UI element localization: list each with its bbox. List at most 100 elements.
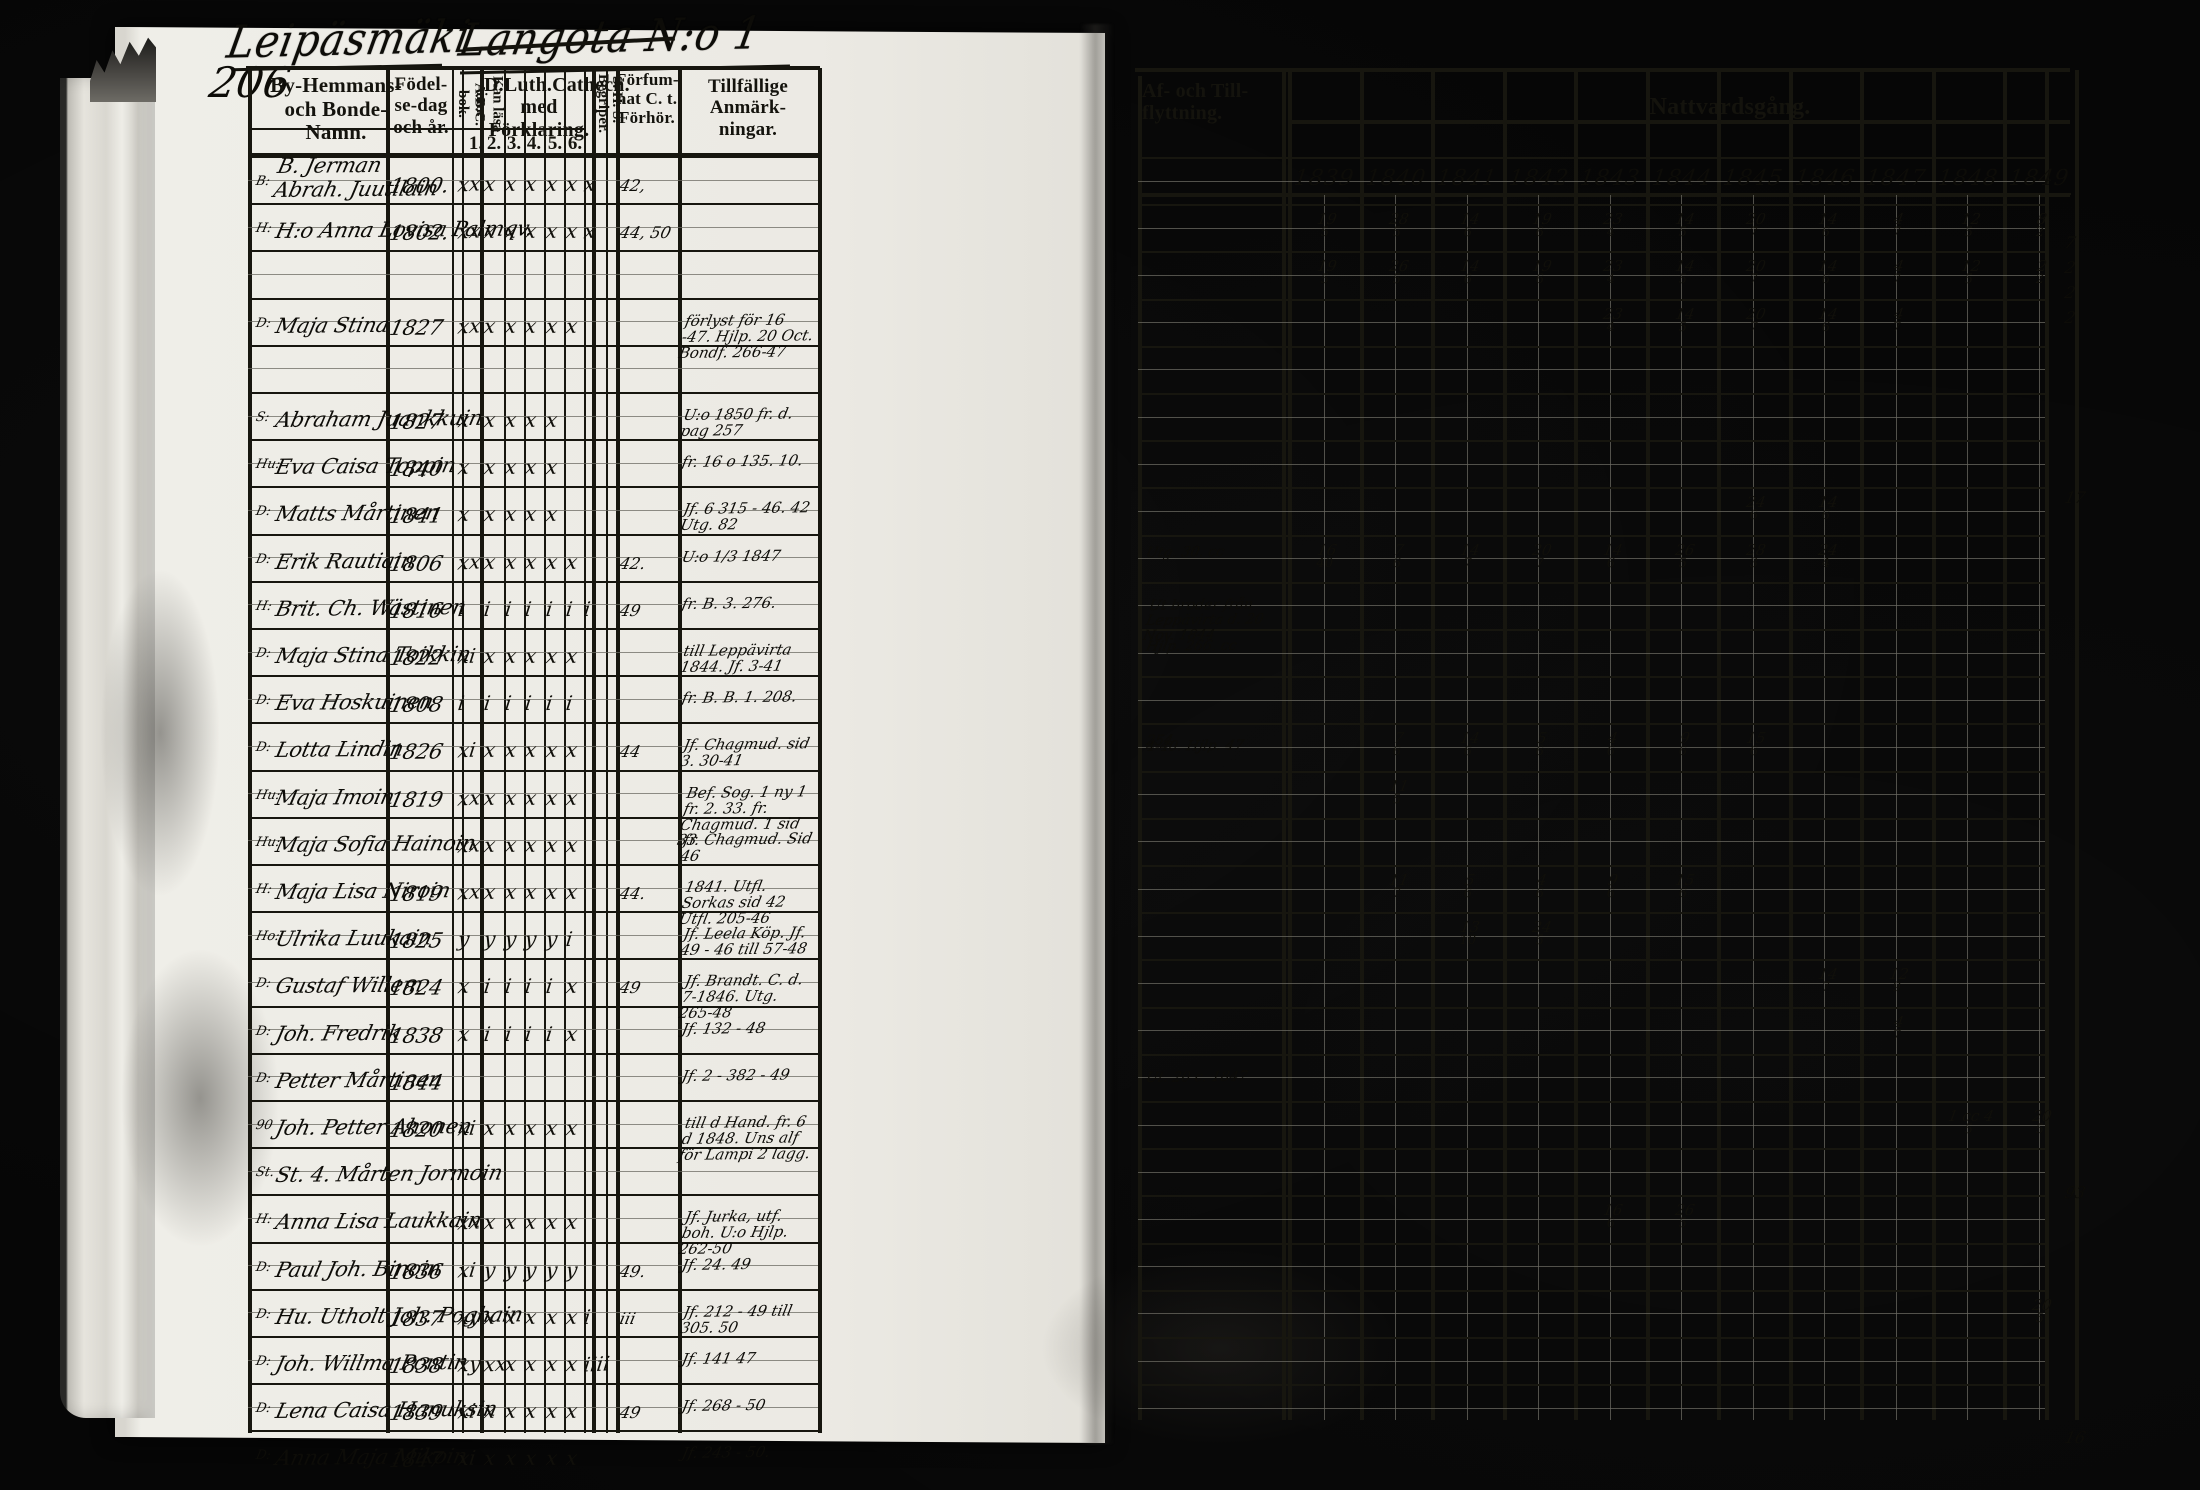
- row-prefix: 90: [254, 1118, 275, 1133]
- left-header-mid-rule: [248, 128, 586, 130]
- year-col-subrule: [1824, 193, 1826, 1420]
- left-row-rule: [248, 486, 818, 489]
- col-header-notes: Tillfällige Anmärk-ningar.: [708, 76, 788, 140]
- left-row-subrule: [248, 651, 818, 653]
- row-abc-mark: xy: [456, 1304, 483, 1330]
- right-row-rule: [1138, 487, 2045, 490]
- row-name: Joh. Fredrik: [273, 1020, 404, 1046]
- row-name-upper: B. Jerman: [275, 152, 384, 178]
- row-note: fr. B. B. 1. 208.: [680, 687, 799, 708]
- row-prefix: D:: [254, 551, 273, 567]
- right-row-rule: [1138, 1337, 2045, 1339]
- communion-date-1840: 26 5: [1387, 257, 1410, 288]
- communion-date-1846: 14 6: [1816, 304, 1839, 335]
- year-label-1839: 1839: [1292, 166, 1356, 191]
- left-row-subrule: [248, 604, 818, 606]
- row-abc-mark: xx: [456, 313, 483, 339]
- row-prefix: D:: [254, 1306, 273, 1322]
- right-row-subrule: [1138, 463, 2045, 465]
- left-row-subrule: [248, 982, 818, 983]
- left-row-rule: [248, 203, 818, 206]
- left-col-rule: [480, 68, 484, 1433]
- left-row-subrule: [248, 1359, 818, 1361]
- right-row-rule: [1138, 1148, 2045, 1151]
- right-row-rule: [1138, 440, 2045, 443]
- year-underline: [1435, 193, 1499, 195]
- communion-date-1845: 20 7: [1744, 257, 1768, 288]
- year-col-subrule: [1752, 193, 1754, 1420]
- row-birth-year: 1838: [387, 1023, 446, 1048]
- left-row-rule: [248, 392, 818, 394]
- left-row-rule: [248, 156, 818, 158]
- left-col-rule: [386, 68, 390, 1433]
- row-catechism-mark-6: iiii: [582, 1351, 612, 1377]
- communion-date-1841: 14 6: [1458, 210, 1482, 240]
- left-row-rule: [248, 1005, 818, 1008]
- row-abc-mark: xi: [456, 643, 478, 669]
- margin-numeral: 93: [2062, 1183, 2088, 1202]
- left-row-rule: [248, 1100, 818, 1102]
- right-row-rule: [1138, 1195, 2045, 1198]
- row-confirmed: 44, 50: [617, 223, 673, 243]
- left-row-rule: [248, 1288, 818, 1291]
- row-birth-year: 1824: [387, 975, 446, 1001]
- migration-entry: Ut broder från Leppävirta d. 20 Nov. 184…: [1141, 596, 1266, 645]
- left-row-subrule: [248, 226, 818, 228]
- row-prefix: D:: [254, 1448, 273, 1464]
- left-col-rule: [544, 68, 546, 1433]
- row-birth-year: 1819: [387, 787, 446, 812]
- year-col-subrule: [1538, 193, 1540, 1420]
- communion-date-1844: 26 5: [1673, 540, 1696, 571]
- year-col-subrule: [1466, 193, 1468, 1420]
- right-row-rule: [1138, 959, 2045, 962]
- left-row-rule: [248, 1336, 818, 1338]
- right-row-subrule: [1138, 1219, 2045, 1220]
- right-row-rule: [1138, 581, 2045, 584]
- row-note: Jf. 132 - 48: [680, 1018, 768, 1038]
- left-col-rule: [606, 68, 608, 1433]
- right-row-subrule: [1138, 652, 2045, 654]
- right-row-rule: [1138, 157, 2045, 159]
- row-note: Jf. Chagmud. sid 3. 30-41: [678, 734, 812, 771]
- communion-date-1839: 16 40: [1315, 540, 1339, 571]
- row-abc-mark: xx: [456, 832, 483, 858]
- right-row-rule: [1138, 865, 2045, 867]
- left-row-rule: [248, 958, 818, 961]
- left-row-subrule: [248, 1406, 818, 1408]
- row-catechism-mark-2: x: [503, 1446, 518, 1471]
- communion-date-1842: 19 6: [1530, 210, 1553, 240]
- right-row-subrule: [1138, 275, 2045, 276]
- row-confirmed: 44: [617, 742, 643, 762]
- communion-date-1842: 24 5: [1530, 918, 1553, 948]
- left-row-rule: [248, 1430, 818, 1433]
- left-row-subrule: [248, 510, 818, 511]
- left-row-rule: [248, 675, 818, 678]
- right-header-bottom-rule: [1138, 193, 2070, 197]
- year-label-1848: 1848: [1935, 166, 2000, 191]
- communion-date-1843: 14 6: [1601, 540, 1625, 571]
- left-row-rule: [248, 911, 818, 914]
- row-name: Maja Imoin: [273, 784, 397, 810]
- communion-date-1848: 12 5: [1959, 210, 1982, 240]
- left-col-rule: [584, 68, 586, 1433]
- left-row-subrule: [248, 1123, 818, 1125]
- communion-date-1841: 14 6: [1458, 729, 1482, 760]
- communion-date-1843: 23 4: [1601, 210, 1625, 240]
- right-row-subrule: [1138, 794, 2045, 796]
- left-row-subrule: [248, 1312, 818, 1314]
- communion-date-1844: 14 5: [1673, 304, 1696, 335]
- year-col-subrule: [1323, 193, 1325, 1420]
- row-note: U:o 1/3 1847: [680, 546, 783, 566]
- subcol-5: 5.: [547, 133, 563, 154]
- communion-date-1845: 28 3: [1744, 540, 1768, 571]
- year-underline: [1292, 193, 1356, 195]
- communion-date-1845: 24 6: [1744, 493, 1768, 524]
- right-row-rule: [1138, 298, 2045, 301]
- row-catechism-mark-4: x: [544, 1446, 559, 1471]
- left-row-subrule: [248, 557, 818, 559]
